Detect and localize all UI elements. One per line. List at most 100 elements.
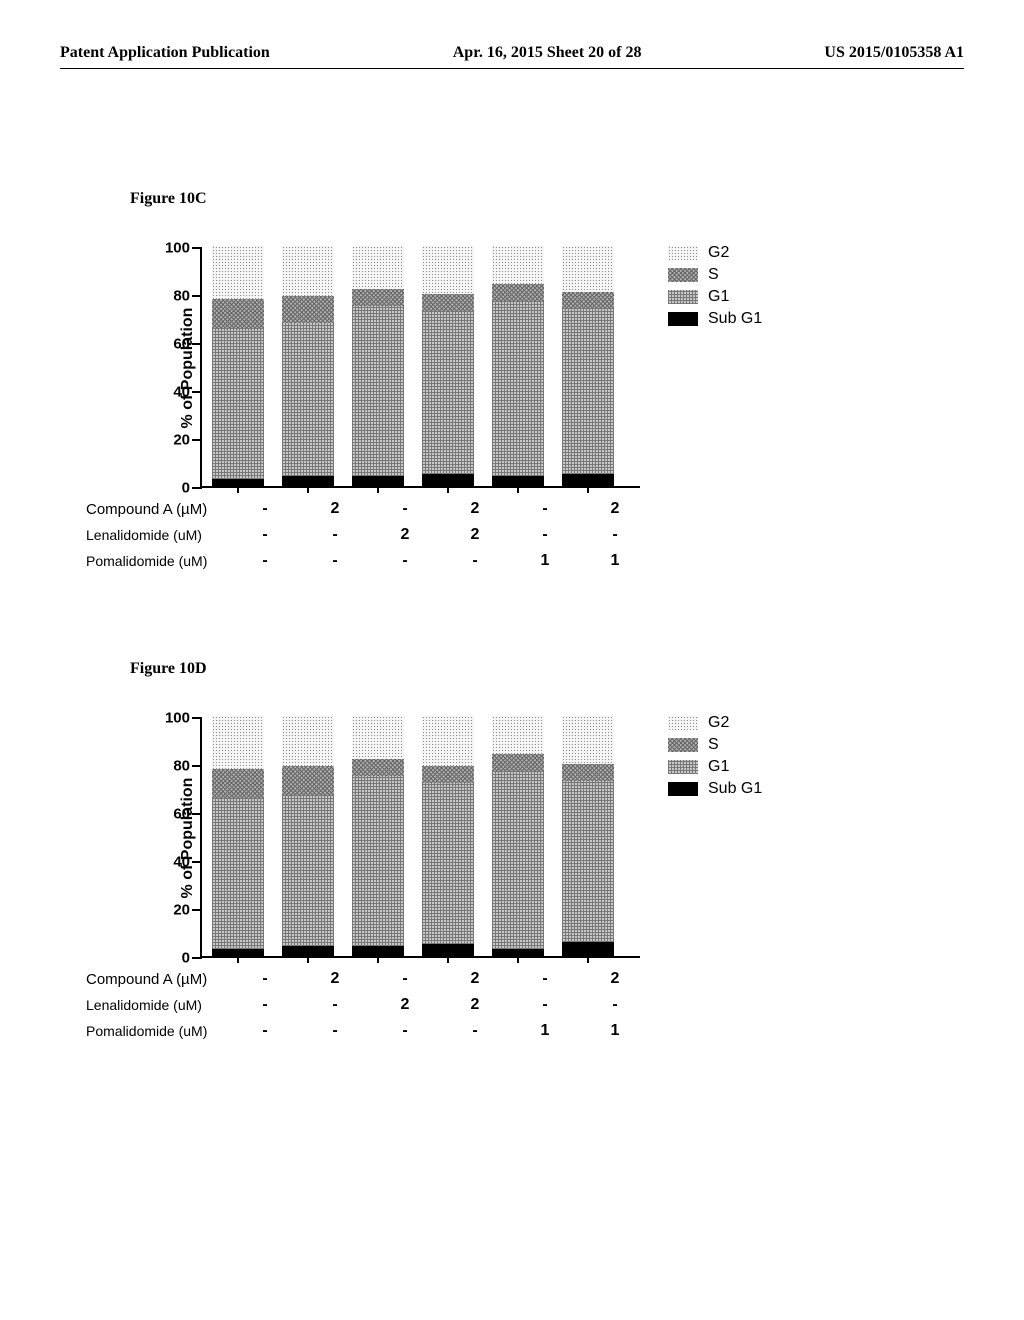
x-cell: - bbox=[230, 500, 300, 518]
bar-segment-subg1 bbox=[422, 474, 474, 486]
legend: G2 S G1 Sub G1 bbox=[668, 714, 762, 802]
bar-segment-g2 bbox=[352, 246, 404, 289]
x-tick bbox=[447, 956, 449, 963]
y-tick-label: 0 bbox=[182, 480, 190, 497]
x-tick bbox=[377, 956, 379, 963]
plot-area: 020406080100 bbox=[200, 718, 640, 958]
y-tick-label: 40 bbox=[173, 384, 190, 401]
bar-segment-subg1 bbox=[282, 946, 334, 956]
bar-segment-g1 bbox=[352, 306, 404, 476]
y-tick-label: 80 bbox=[173, 758, 190, 775]
legend-item: S bbox=[668, 736, 762, 754]
y-tick bbox=[192, 717, 202, 719]
x-cell: - bbox=[300, 552, 370, 570]
bar-segment-g2 bbox=[422, 716, 474, 766]
chart-wrap: % of Population020406080100Compound A (µ… bbox=[200, 248, 762, 488]
x-tick bbox=[307, 486, 309, 493]
y-tick-label: 80 bbox=[173, 288, 190, 305]
x-cell: 2 bbox=[440, 500, 510, 518]
bar-segment-s bbox=[422, 294, 474, 311]
x-tick bbox=[587, 486, 589, 493]
bar-segment-g1 bbox=[492, 301, 544, 476]
x-label-row: Compound A (µM)-2-2-2 bbox=[80, 966, 650, 992]
legend-label: Sub G1 bbox=[708, 780, 762, 798]
y-tick bbox=[192, 813, 202, 815]
bar bbox=[282, 716, 334, 956]
bar-segment-s bbox=[352, 759, 404, 776]
figure-title: Figure 10C bbox=[130, 190, 762, 208]
legend-swatch bbox=[668, 290, 698, 304]
bar-segment-g1 bbox=[212, 328, 264, 479]
legend-swatch bbox=[668, 268, 698, 282]
x-tick bbox=[587, 956, 589, 963]
x-label-table: Compound A (µM)-2-2-2Lenalidomide (uM)--… bbox=[80, 496, 650, 574]
legend-item: G1 bbox=[668, 288, 762, 306]
y-tick bbox=[192, 909, 202, 911]
x-cell: 1 bbox=[580, 552, 650, 570]
x-cell: - bbox=[510, 996, 580, 1014]
bar-segment-subg1 bbox=[562, 942, 614, 956]
bar-segment-subg1 bbox=[492, 476, 544, 486]
x-cell: - bbox=[230, 996, 300, 1014]
y-tick-label: 0 bbox=[182, 950, 190, 967]
x-cell: - bbox=[370, 552, 440, 570]
bar bbox=[212, 246, 264, 486]
bar bbox=[282, 246, 334, 486]
bar-segment-g2 bbox=[422, 246, 474, 294]
x-cell: - bbox=[370, 970, 440, 988]
bar-segment-g2 bbox=[492, 246, 544, 284]
y-tick bbox=[192, 391, 202, 393]
x-cell: 2 bbox=[300, 970, 370, 988]
legend-item: Sub G1 bbox=[668, 310, 762, 328]
bar bbox=[562, 246, 614, 486]
legend-item: S bbox=[668, 266, 762, 284]
x-tick bbox=[307, 956, 309, 963]
bar-segment-subg1 bbox=[212, 479, 264, 486]
y-tick bbox=[192, 343, 202, 345]
x-label-row: Lenalidomide (uM)--22-- bbox=[80, 522, 650, 548]
x-cell: - bbox=[580, 526, 650, 544]
x-row-label: Pomalidomide (uM) bbox=[80, 553, 230, 569]
bar-segment-subg1 bbox=[212, 949, 264, 956]
bar bbox=[352, 246, 404, 486]
bar-segment-subg1 bbox=[492, 949, 544, 956]
legend-label: G1 bbox=[708, 758, 729, 776]
bar-segment-g1 bbox=[492, 771, 544, 949]
bar-segment-g1 bbox=[212, 798, 264, 949]
figure-title: Figure 10D bbox=[130, 660, 762, 678]
legend-label: S bbox=[708, 736, 719, 754]
header-left: Patent Application Publication bbox=[60, 44, 270, 62]
x-tick bbox=[237, 486, 239, 493]
bar-segment-g2 bbox=[282, 716, 334, 766]
x-cell: 2 bbox=[440, 996, 510, 1014]
x-cell: - bbox=[300, 1022, 370, 1040]
y-tick-label: 100 bbox=[165, 240, 190, 257]
y-tick-label: 100 bbox=[165, 710, 190, 727]
x-cell: 2 bbox=[370, 996, 440, 1014]
bar-segment-s bbox=[282, 296, 334, 322]
bar bbox=[212, 716, 264, 956]
bar bbox=[422, 716, 474, 956]
x-cell: 2 bbox=[580, 970, 650, 988]
x-row-label: Compound A (µM) bbox=[80, 501, 230, 518]
header-right: US 2015/0105358 A1 bbox=[824, 44, 964, 62]
x-cell: - bbox=[230, 1022, 300, 1040]
header-rule bbox=[60, 68, 964, 69]
header-center: Apr. 16, 2015 Sheet 20 of 28 bbox=[453, 44, 642, 62]
x-row-label: Lenalidomide (uM) bbox=[80, 527, 230, 543]
legend-label: G2 bbox=[708, 244, 729, 262]
x-cell: - bbox=[300, 526, 370, 544]
legend-swatch bbox=[668, 312, 698, 326]
bar-segment-subg1 bbox=[282, 476, 334, 486]
x-cell: 2 bbox=[300, 500, 370, 518]
x-label-row: Lenalidomide (uM)--22-- bbox=[80, 992, 650, 1018]
y-tick-label: 40 bbox=[173, 854, 190, 871]
y-tick bbox=[192, 487, 202, 489]
bar-segment-g2 bbox=[562, 246, 614, 292]
legend-swatch bbox=[668, 738, 698, 752]
x-label-row: Pomalidomide (uM)----11 bbox=[80, 1018, 650, 1044]
x-cell: 2 bbox=[440, 970, 510, 988]
legend-label: G2 bbox=[708, 714, 729, 732]
bar-segment-subg1 bbox=[352, 946, 404, 956]
x-cell: 2 bbox=[370, 526, 440, 544]
